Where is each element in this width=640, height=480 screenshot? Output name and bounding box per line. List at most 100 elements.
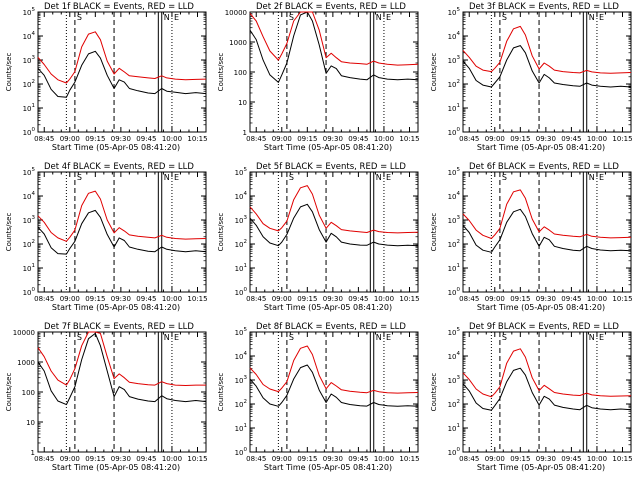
y-tick-label: 103 (448, 215, 461, 225)
x-tick-label: 10:00 (587, 455, 607, 463)
y-tick-label: 104 (23, 191, 36, 201)
x-axis-label: Start Time (05-Apr-05 08:41:20) (264, 303, 392, 312)
plot-frame (462, 331, 632, 453)
x-tick-label: 09:30 (536, 295, 556, 303)
x-tick-label: 10:00 (162, 455, 182, 463)
x-tick-label: 09:30 (536, 135, 556, 143)
y-tick-label: 100 (448, 287, 461, 297)
y-axis-label: Counts/sec (5, 373, 13, 412)
x-tick-label: 10:15 (612, 455, 632, 463)
x-tick-label: 09:30 (111, 455, 131, 463)
x-tick-label: 10:00 (374, 135, 394, 143)
x-tick-label: 09:00 (272, 295, 292, 303)
y-tick-label: 1 (243, 129, 247, 137)
marker-label: N (376, 13, 382, 22)
x-tick-label: 08:45 (34, 455, 54, 463)
marker-label: S (502, 13, 507, 22)
x-tick-label: 09:30 (323, 295, 343, 303)
x-tick-label: 08:45 (459, 295, 479, 303)
marker-label: E (174, 333, 179, 342)
x-tick-label: 08:45 (246, 455, 266, 463)
y-tick-label: 103 (448, 375, 461, 385)
x-tick-label: 09:15 (85, 135, 105, 143)
marker-label: E (599, 173, 604, 182)
y-tick-label: 105 (448, 167, 461, 177)
y-tick-label: 105 (235, 167, 248, 177)
marker-label: E (599, 13, 604, 22)
y-tick-label: 10000 (225, 9, 247, 17)
series-line-events (37, 332, 207, 406)
y-tick-label: 101 (448, 263, 460, 273)
panel-title: Det 1f BLACK = Events, RED = LLD (44, 2, 194, 12)
y-tick-label: 1000 (17, 359, 35, 367)
y-tick-label: 105 (235, 327, 248, 337)
y-tick-label: 100 (235, 447, 248, 457)
x-tick-label: 09:45 (136, 135, 156, 143)
marker-label: E (174, 13, 179, 22)
x-axis-label: Start Time (05-Apr-05 08:41:20) (52, 303, 180, 312)
y-tick-label: 102 (23, 239, 35, 249)
x-tick-label: 09:30 (323, 135, 343, 143)
plot-frame (37, 171, 207, 293)
x-tick-label: 09:15 (297, 455, 317, 463)
x-axis-label: Start Time (05-Apr-05 08:41:20) (264, 463, 392, 472)
x-tick-label: 09:15 (297, 295, 317, 303)
x-tick-label: 10:00 (587, 295, 607, 303)
marker-label: S (289, 333, 294, 342)
marker-label: E (599, 333, 604, 342)
marker-label: S (289, 13, 294, 22)
x-tick-label: 10:15 (612, 135, 632, 143)
y-axis-label: Counts/sec (217, 53, 225, 92)
x-tick-label: 08:45 (459, 455, 479, 463)
x-tick-label: 10:00 (374, 455, 394, 463)
x-tick-label: 08:45 (459, 135, 479, 143)
x-tick-label: 09:30 (111, 135, 131, 143)
panel-title: Det 2f BLACK = Events, RED = LLD (256, 2, 406, 12)
panel-title: Det 3f BLACK = Events, RED = LLD (469, 2, 619, 12)
y-tick-label: 104 (235, 191, 248, 201)
series-line-events (37, 50, 207, 98)
x-tick-label: 10:15 (187, 295, 207, 303)
plot-frame (462, 171, 632, 293)
x-tick-label: 09:45 (136, 295, 156, 303)
y-tick-label: 100 (448, 127, 461, 137)
x-tick-label: 08:45 (246, 135, 266, 143)
marker-label: E (386, 333, 391, 342)
marker-label: E (174, 173, 179, 182)
x-tick-label: 09:30 (323, 455, 343, 463)
y-tick-label: 105 (448, 7, 461, 17)
series-line-events (37, 209, 207, 255)
series-line-lld (462, 348, 632, 398)
y-tick-label: 101 (23, 103, 35, 113)
x-axis-label: Start Time (05-Apr-05 08:41:20) (477, 143, 605, 152)
plot-frame (249, 331, 419, 453)
series-line-events (249, 11, 419, 83)
x-tick-label: 10:00 (374, 295, 394, 303)
plot-frame (462, 11, 632, 133)
detector-panel: Det 5f BLACK = Events, RED = LLD Counts/s… (217, 162, 420, 312)
series-line-lld (249, 11, 419, 66)
x-tick-label: 09:15 (297, 135, 317, 143)
detector-panel: Det 1f BLACK = Events, RED = LLD Counts/s… (5, 2, 208, 152)
marker-label: N (589, 173, 595, 182)
marker-label: S (77, 333, 82, 342)
y-tick-label: 101 (23, 263, 35, 273)
marker-label: N (589, 13, 595, 22)
marker-label: N (164, 333, 170, 342)
y-tick-label: 105 (23, 167, 36, 177)
x-tick-label: 09:15 (510, 135, 530, 143)
y-tick-label: 102 (448, 399, 460, 409)
y-tick-label: 104 (448, 191, 461, 201)
x-tick-label: 10:15 (187, 455, 207, 463)
y-tick-label: 100 (448, 447, 461, 457)
y-axis-label: Counts/sec (5, 213, 13, 252)
marker-label: S (502, 333, 507, 342)
x-tick-label: 09:15 (510, 455, 530, 463)
x-tick-label: 09:00 (485, 455, 505, 463)
marker-label: S (289, 173, 294, 182)
marker-label: S (77, 173, 82, 182)
detector-panel: Det 7f BLACK = Events, RED = LLD Counts/s… (5, 322, 208, 472)
y-tick-label: 105 (23, 7, 36, 17)
x-tick-label: 09:00 (60, 455, 80, 463)
